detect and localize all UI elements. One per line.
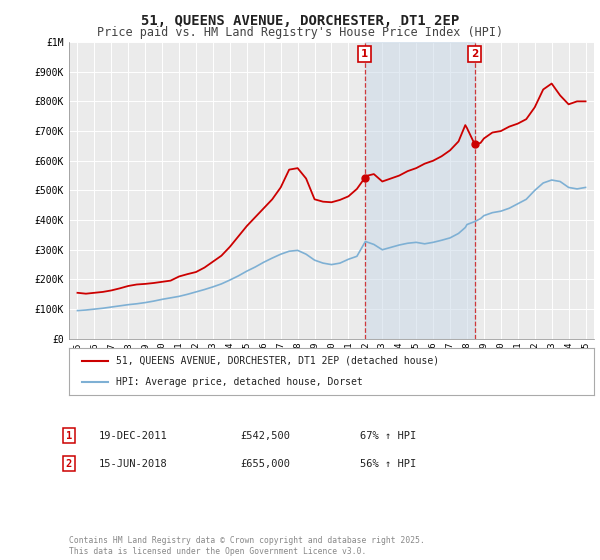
Text: HPI: Average price, detached house, Dorset: HPI: Average price, detached house, Dors… [116,377,363,388]
Text: Price paid vs. HM Land Registry's House Price Index (HPI): Price paid vs. HM Land Registry's House … [97,26,503,39]
Text: 2: 2 [66,459,72,469]
Bar [365,42,475,339]
Text: 51, QUEENS AVENUE, DORCHESTER, DT1 2EP (detached house): 51, QUEENS AVENUE, DORCHESTER, DT1 2EP (… [116,356,439,366]
Text: 1: 1 [66,431,72,441]
Text: 2: 2 [471,49,478,59]
Text: £542,500: £542,500 [240,431,290,441]
Text: 19-DEC-2011: 19-DEC-2011 [99,431,168,441]
Text: Contains HM Land Registry data © Crown copyright and database right 2025.
This d: Contains HM Land Registry data © Crown c… [69,536,425,556]
Text: 56% ↑ HPI: 56% ↑ HPI [360,459,416,469]
Text: 67% ↑ HPI: 67% ↑ HPI [360,431,416,441]
Text: 15-JUN-2018: 15-JUN-2018 [99,459,168,469]
Text: 1: 1 [361,49,368,59]
Text: £655,000: £655,000 [240,459,290,469]
Text: 51, QUEENS AVENUE, DORCHESTER, DT1 2EP: 51, QUEENS AVENUE, DORCHESTER, DT1 2EP [141,14,459,28]
